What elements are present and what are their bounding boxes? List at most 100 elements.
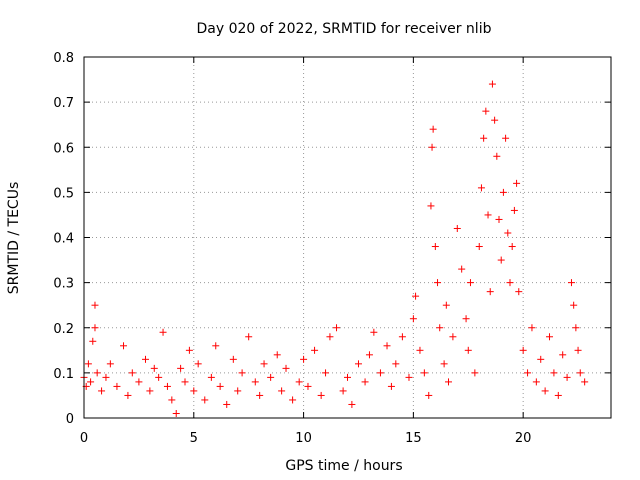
data-point xyxy=(475,243,483,251)
y-tick-label: 0 xyxy=(66,412,74,427)
data-point xyxy=(260,360,268,368)
data-point xyxy=(572,324,580,332)
x-tick-label: 0 xyxy=(80,431,88,446)
data-point xyxy=(412,292,420,300)
data-point xyxy=(216,382,224,390)
data-point xyxy=(354,360,362,368)
data-point xyxy=(495,215,503,223)
data-point xyxy=(445,378,453,386)
data-point xyxy=(550,369,558,377)
data-point xyxy=(128,369,136,377)
data-point xyxy=(256,391,264,399)
y-tick-label: 0.5 xyxy=(53,186,74,201)
data-point xyxy=(87,378,95,386)
data-point xyxy=(420,369,428,377)
points-layer xyxy=(80,80,589,417)
data-point xyxy=(102,373,110,381)
data-point xyxy=(278,387,286,395)
data-point xyxy=(537,355,545,363)
data-point xyxy=(471,369,479,377)
x-tick-label: 20 xyxy=(515,431,532,446)
data-point xyxy=(440,360,448,368)
data-point xyxy=(365,351,373,359)
data-point xyxy=(486,288,494,296)
x-tick-label: 15 xyxy=(405,431,422,446)
data-point xyxy=(207,373,215,381)
data-point xyxy=(333,324,341,332)
data-point xyxy=(172,409,180,417)
data-point xyxy=(120,342,128,350)
data-point xyxy=(267,373,275,381)
data-point xyxy=(574,346,582,354)
data-point xyxy=(567,279,575,287)
data-point xyxy=(480,134,488,142)
data-point xyxy=(515,288,523,296)
data-point xyxy=(150,364,158,372)
data-point xyxy=(181,378,189,386)
data-point xyxy=(416,346,424,354)
data-point xyxy=(499,188,507,196)
data-point xyxy=(387,382,395,390)
data-point xyxy=(317,391,325,399)
data-point xyxy=(361,378,369,386)
data-point xyxy=(477,184,485,192)
data-point xyxy=(541,387,549,395)
data-point xyxy=(223,400,231,408)
y-axis-label: SRMTID / TECUs xyxy=(6,182,22,295)
data-point xyxy=(519,346,527,354)
y-tick-label: 0.7 xyxy=(53,96,74,111)
data-point xyxy=(464,346,472,354)
data-point xyxy=(326,333,334,341)
data-point xyxy=(458,265,466,273)
data-point xyxy=(177,364,185,372)
data-point xyxy=(462,315,470,323)
data-point xyxy=(482,107,490,115)
data-point xyxy=(436,324,444,332)
data-point xyxy=(135,378,143,386)
data-point xyxy=(201,396,209,404)
data-point xyxy=(322,369,330,377)
data-point xyxy=(398,333,406,341)
chart-title: Day 020 of 2022, SRMTID for receiver nli… xyxy=(197,21,492,37)
data-point xyxy=(251,378,259,386)
data-point xyxy=(428,143,436,151)
data-point xyxy=(510,206,518,214)
data-point xyxy=(159,328,167,336)
data-point xyxy=(563,373,571,381)
x-tick-label: 5 xyxy=(190,431,198,446)
x-tick-label: 10 xyxy=(295,431,312,446)
data-point xyxy=(348,400,356,408)
data-point xyxy=(238,369,246,377)
data-point xyxy=(431,243,439,251)
data-point xyxy=(453,224,461,232)
data-point xyxy=(295,378,303,386)
data-point xyxy=(466,279,474,287)
y-tick-label: 0.6 xyxy=(53,141,74,156)
x-axis-label: GPS time / hours xyxy=(285,458,402,474)
data-point xyxy=(141,355,149,363)
data-point xyxy=(344,373,351,381)
data-point xyxy=(442,301,450,309)
data-point xyxy=(245,333,253,341)
data-point xyxy=(155,373,163,381)
data-point xyxy=(383,342,391,350)
data-point xyxy=(300,355,308,363)
data-point xyxy=(581,378,589,386)
data-point xyxy=(168,396,176,404)
data-point xyxy=(506,279,514,287)
data-point xyxy=(124,391,132,399)
data-point xyxy=(282,364,290,372)
data-point xyxy=(513,179,521,187)
data-point xyxy=(554,391,562,399)
y-tick-label: 0.2 xyxy=(53,322,74,337)
data-point xyxy=(190,387,198,395)
data-point xyxy=(106,360,114,368)
grid-layer xyxy=(84,57,611,418)
data-point xyxy=(376,369,384,377)
data-point xyxy=(212,342,220,350)
data-point xyxy=(84,360,92,368)
data-point xyxy=(434,279,442,287)
data-point xyxy=(502,134,510,142)
data-point xyxy=(273,351,281,359)
